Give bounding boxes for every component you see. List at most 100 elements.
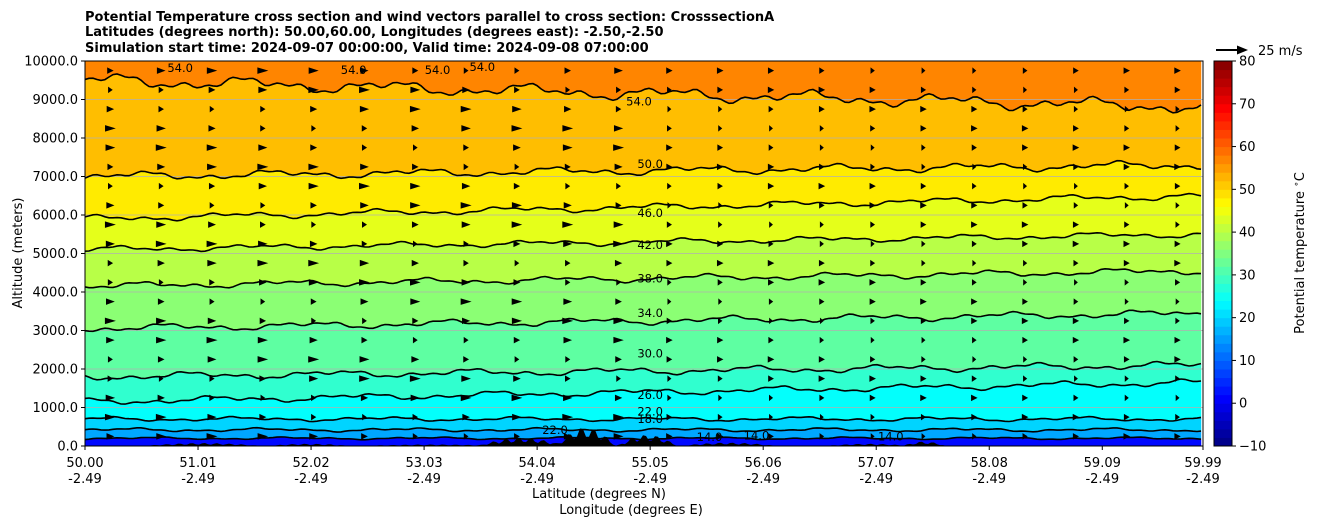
wind-vector [1022, 394, 1029, 402]
wind-vector [971, 105, 978, 113]
wind-vector [257, 67, 269, 74]
wind-vector [156, 336, 167, 344]
wind-vector [1123, 336, 1131, 344]
colorbar-segment [1214, 103, 1232, 113]
wind-vector [819, 336, 825, 344]
wind-vector [359, 279, 370, 286]
wind-vector [870, 336, 875, 344]
wind-vector [260, 125, 266, 132]
wind-vector [921, 240, 926, 248]
wind-vector [920, 298, 927, 305]
wind-vector [259, 317, 267, 325]
wind-vector [971, 298, 978, 305]
wind-vector [311, 394, 317, 402]
wind-vector [920, 125, 927, 132]
terrain-silhouette [85, 428, 1203, 446]
wind-vector [460, 202, 472, 209]
wind-vector [259, 221, 266, 228]
colorbar-segment [1214, 317, 1232, 327]
wind-vector [1124, 202, 1129, 209]
wind-vector [972, 356, 977, 363]
wind-vector [869, 394, 876, 402]
chart-title-line-2: Latitudes (degrees north): 50.00,60.00, … [85, 25, 664, 40]
wind-vector [666, 67, 673, 74]
wind-vector [613, 413, 624, 421]
wind-vector [463, 240, 469, 248]
wind-vector [461, 279, 471, 286]
wind-vector [819, 413, 824, 421]
wind-vector [562, 221, 574, 228]
wind-vector [1174, 144, 1181, 151]
wind-vector [920, 413, 927, 421]
wind-vector [666, 163, 673, 171]
y-tick-label: 7000.0 [33, 170, 79, 185]
wind-vector [207, 259, 217, 267]
wind-vector [460, 105, 472, 113]
wind-vector [463, 163, 469, 171]
wind-vector [562, 144, 573, 151]
wind-vector [818, 279, 826, 286]
contour-label: 54.0 [469, 60, 495, 74]
x-tick-label-longitude: -2.49 [294, 472, 328, 487]
wind-vector [818, 375, 826, 382]
wind-vector [511, 202, 522, 209]
wind-vector [1023, 259, 1028, 267]
wind-vector [869, 182, 876, 190]
wind-vector [971, 375, 977, 382]
colorbar-segment [1214, 69, 1232, 79]
wind-vector [666, 356, 673, 363]
wind-vector [1124, 182, 1129, 190]
wind-vector [209, 105, 215, 113]
wind-vector [717, 279, 723, 286]
x-tick-label-latitude: 59.09 [1084, 456, 1121, 471]
wind-vector [920, 86, 927, 94]
y-tick-label: 5000.0 [33, 247, 79, 262]
wind-vector [1123, 356, 1130, 363]
wind-vector [209, 394, 215, 402]
wind-vector [564, 375, 571, 382]
wind-vector [1072, 336, 1080, 344]
wind-vector [768, 240, 774, 248]
x-tick-label-longitude: -2.49 [972, 472, 1006, 487]
wind-vector [1023, 86, 1028, 94]
wind-vector [514, 356, 520, 363]
wind-vector [257, 336, 268, 344]
wind-vector [1175, 298, 1180, 305]
wind-vector [259, 375, 267, 382]
wind-vector [462, 413, 470, 421]
wind-vector [666, 221, 672, 228]
wind-vector [258, 86, 268, 94]
wind-vector [718, 221, 723, 228]
wind-vector [360, 394, 369, 402]
wind-vector [1072, 144, 1080, 151]
wind-vector [158, 182, 164, 190]
wind-vector [1175, 202, 1180, 209]
wind-vector [155, 413, 167, 421]
contour-label: 14.0 [878, 429, 904, 443]
wind-vector [971, 240, 977, 248]
wind-vector [208, 182, 216, 190]
wind-vector [158, 105, 164, 113]
isentrope-contours [85, 73, 1202, 441]
colorbar-segment [1214, 334, 1232, 344]
wind-vector [615, 356, 622, 363]
colorbar-segment [1214, 274, 1232, 284]
wind-vector [513, 240, 521, 248]
wind-vector [613, 221, 624, 228]
colorbar-segment [1214, 309, 1232, 319]
wind-vector [1021, 317, 1029, 325]
colorbar-segment [1214, 403, 1232, 413]
colorbar-tick-label: 70 [1239, 97, 1256, 112]
wind-vector [359, 105, 370, 113]
wind-vector [258, 240, 268, 248]
wind-vector [972, 182, 977, 190]
colorbar-segment [1214, 206, 1232, 216]
x-axis-label-latitude: Latitude (degrees N) [532, 487, 666, 502]
colorbar-segment [1214, 326, 1232, 336]
colorbar-segment [1214, 420, 1232, 430]
wind-vector [563, 240, 573, 248]
wind-vector [666, 125, 672, 132]
wind-vector [258, 144, 268, 151]
wind-vector [206, 240, 218, 248]
wind-vector [613, 317, 624, 325]
